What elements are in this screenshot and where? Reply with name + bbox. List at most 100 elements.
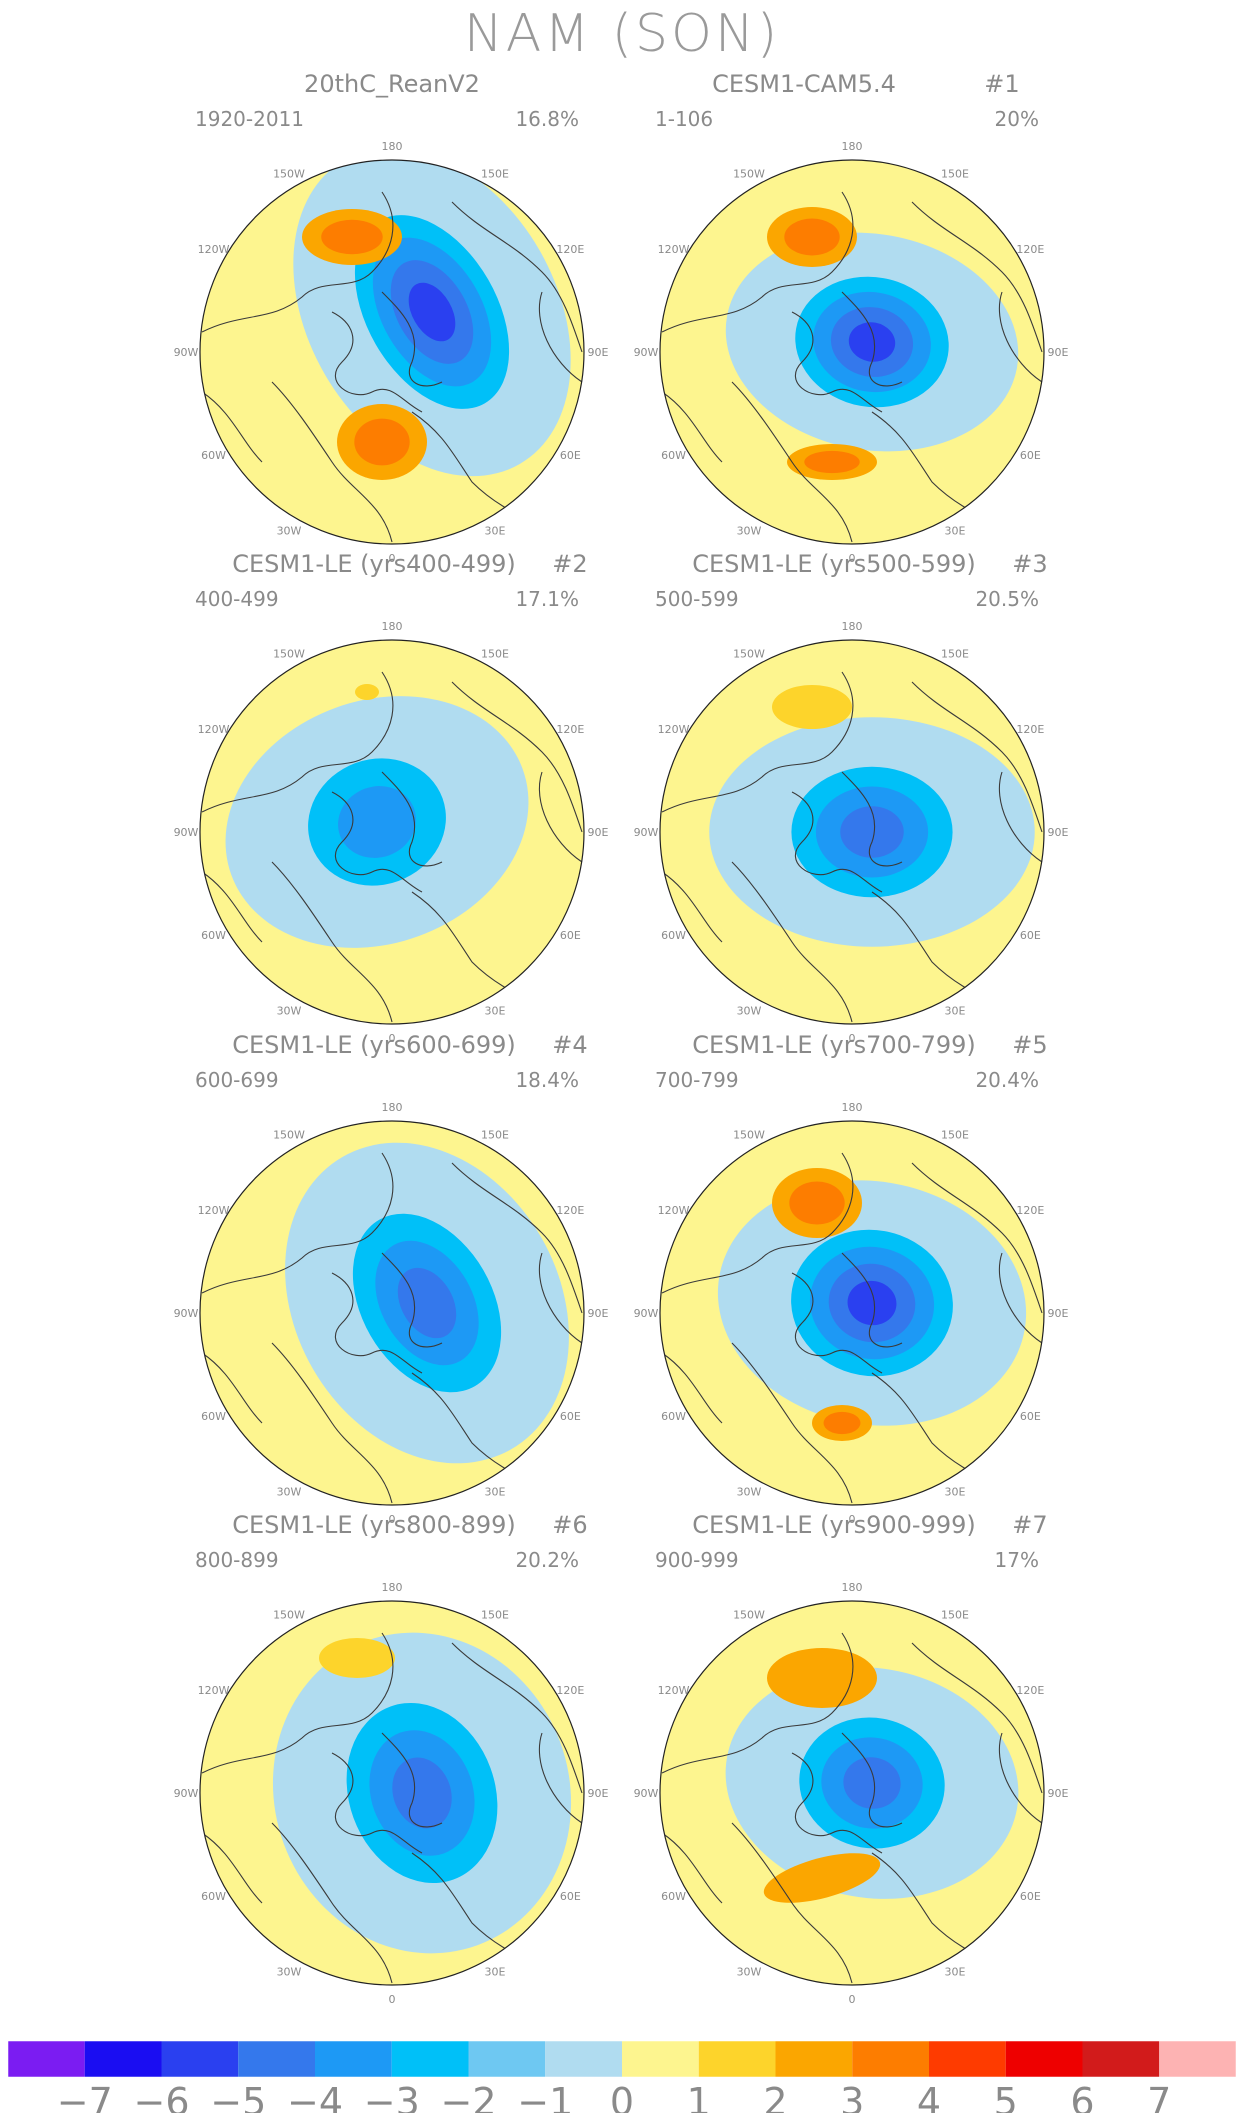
longitude-label: 30W	[737, 524, 762, 537]
map-field	[200, 1121, 584, 1505]
coastline	[201, 671, 394, 813]
longitude-label: 60W	[661, 1890, 686, 1903]
coastline	[911, 1642, 1043, 1794]
positive-contour	[804, 450, 860, 474]
longitude-label: 120E	[1016, 1684, 1044, 1697]
longitude-label: 180	[842, 140, 863, 153]
coastline	[201, 1632, 394, 1774]
panel-period: 500-599	[655, 587, 739, 611]
coastlines	[201, 191, 583, 543]
panel-period: 700-799	[655, 1068, 739, 1092]
panel-title: CESM1-LE (yrs400-499)	[232, 550, 516, 578]
coastline	[911, 1162, 1043, 1314]
longitude-label: 90W	[634, 346, 659, 359]
longitude-label: 120W	[198, 1204, 230, 1217]
longitude-label: 120E	[1016, 1204, 1044, 1217]
panel-variance: 17.1%	[515, 587, 579, 611]
coastline	[451, 681, 583, 833]
panel-run-number: #1	[984, 70, 1019, 98]
longitude-label: 0	[389, 1032, 396, 1045]
coastline	[538, 291, 583, 383]
longitude-label: 120E	[556, 1684, 584, 1697]
longitude-label: 90E	[1048, 346, 1069, 359]
colorbar-tick-label: 2	[763, 2080, 787, 2113]
longitude-label: 30W	[737, 1004, 762, 1017]
longitude-label: 180	[382, 1101, 403, 1114]
longitude-label: 60E	[560, 1410, 581, 1423]
longitude-label: 150E	[481, 168, 509, 181]
coastline	[731, 1822, 853, 1984]
panel-run-number: #6	[552, 1511, 587, 1539]
longitude-label: 120E	[556, 1204, 584, 1217]
coastline	[538, 771, 583, 863]
colorbar-tick-label: 4	[917, 2080, 941, 2113]
coastlines	[201, 1152, 583, 1504]
longitude-label: 30W	[737, 1965, 762, 1978]
panel-title: CESM1-LE (yrs700-799)	[692, 1031, 976, 1059]
panel-title: CESM1-LE (yrs500-599)	[692, 550, 976, 578]
colorbar-segment	[315, 2041, 392, 2077]
map-border	[199, 1600, 585, 1986]
map-field	[200, 640, 584, 1024]
panel-title: CESM1-LE (yrs800-899)	[232, 1511, 516, 1539]
longitude-label: 90E	[588, 826, 609, 839]
panel-period: 1920-2011	[195, 107, 304, 131]
coastline	[791, 791, 883, 893]
longitude-label: 120W	[198, 243, 230, 256]
longitude-label: 120W	[198, 1684, 230, 1697]
longitude-label: 30W	[277, 524, 302, 537]
longitude-label: 60W	[661, 1410, 686, 1423]
panel-variance: 18.4%	[515, 1068, 579, 1092]
longitude-label: 60E	[1020, 1890, 1041, 1903]
longitude-label: 60W	[201, 929, 226, 942]
colorbar: −7 −6 −5 −4 −3 −2 −1 0 1 2 3 4 5 6 7	[7, 2040, 1237, 2113]
longitude-label: 90E	[1048, 1307, 1069, 1320]
coastline	[381, 1252, 443, 1348]
map-field	[200, 1601, 584, 1985]
coastline	[661, 1832, 723, 1904]
longitude-label: 30E	[945, 1485, 966, 1498]
longitude-label: 0	[849, 552, 856, 565]
longitude-label: 60W	[661, 929, 686, 942]
panel-run-number: #5	[1012, 1031, 1047, 1059]
map-border	[199, 159, 585, 545]
map-field	[660, 1601, 1044, 1985]
coastline	[331, 1272, 423, 1374]
longitude-label: 90E	[1048, 826, 1069, 839]
longitude-label: 120W	[658, 1204, 690, 1217]
map-field	[200, 160, 584, 544]
coastline	[998, 1252, 1043, 1344]
panel-period: 1-106	[655, 107, 713, 131]
longitude-label: 60E	[1020, 929, 1041, 942]
longitude-label: 0	[849, 1993, 856, 2006]
negative-contour	[848, 322, 896, 362]
longitude-label: 120W	[198, 723, 230, 736]
longitude-label: 60E	[560, 1890, 581, 1903]
panel-period: 400-499	[195, 587, 279, 611]
panel-variance: 20.4%	[975, 1068, 1039, 1092]
colorbar-tick-label: −2	[440, 2080, 496, 2113]
longitude-label: 60E	[560, 449, 581, 462]
panel-title: 20thC_ReanV2	[304, 70, 480, 98]
longitude-label: 180	[382, 1581, 403, 1594]
longitude-label: 150E	[481, 1609, 509, 1622]
longitude-label: 60E	[560, 929, 581, 942]
colorbar-segment	[775, 2041, 853, 2077]
colorbar-tick-label: 6	[1070, 2080, 1094, 2113]
colorbar-segment	[698, 2041, 776, 2077]
positive-contour	[319, 1638, 395, 1678]
panel-variance: 16.8%	[515, 107, 579, 131]
positive-contour	[767, 1648, 877, 1708]
colorbar-segment	[545, 2041, 622, 2077]
longitude-label: 150W	[273, 1129, 305, 1142]
longitude-label: 180	[842, 1101, 863, 1114]
longitude-label: 150W	[273, 1609, 305, 1622]
positive-contour	[321, 219, 383, 255]
coastline	[381, 771, 443, 867]
panel-title: CESM1-LE (yrs900-999)	[692, 1511, 976, 1539]
longitude-label: 60E	[1020, 449, 1041, 462]
colorbar-tick-label: 1	[687, 2080, 711, 2113]
coastline	[271, 381, 393, 543]
panel-run-number: #4	[552, 1031, 587, 1059]
